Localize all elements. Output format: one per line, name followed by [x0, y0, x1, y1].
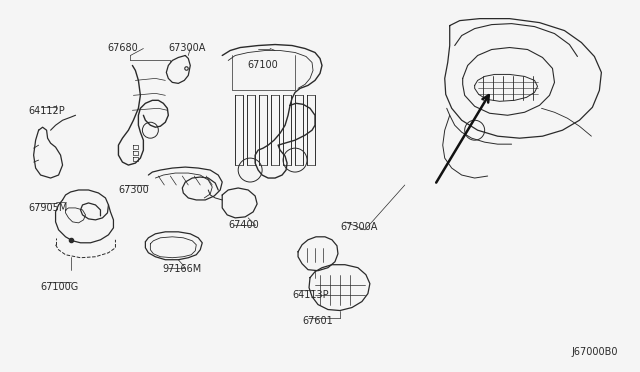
Text: 67905M: 67905M	[29, 203, 68, 213]
Text: 97166M: 97166M	[163, 264, 202, 274]
Text: 67100: 67100	[247, 61, 278, 70]
Text: 67300A: 67300A	[168, 42, 205, 52]
Text: 67680: 67680	[108, 42, 138, 52]
Text: 67400: 67400	[228, 220, 259, 230]
Text: 67300: 67300	[118, 185, 149, 195]
Text: 67601: 67601	[302, 315, 333, 326]
Text: 64112P: 64112P	[29, 106, 65, 116]
Text: 67100G: 67100G	[40, 282, 79, 292]
Text: 67300A: 67300A	[340, 222, 378, 232]
Text: J67000B0: J67000B0	[572, 347, 618, 357]
Text: 64113P: 64113P	[292, 290, 329, 299]
